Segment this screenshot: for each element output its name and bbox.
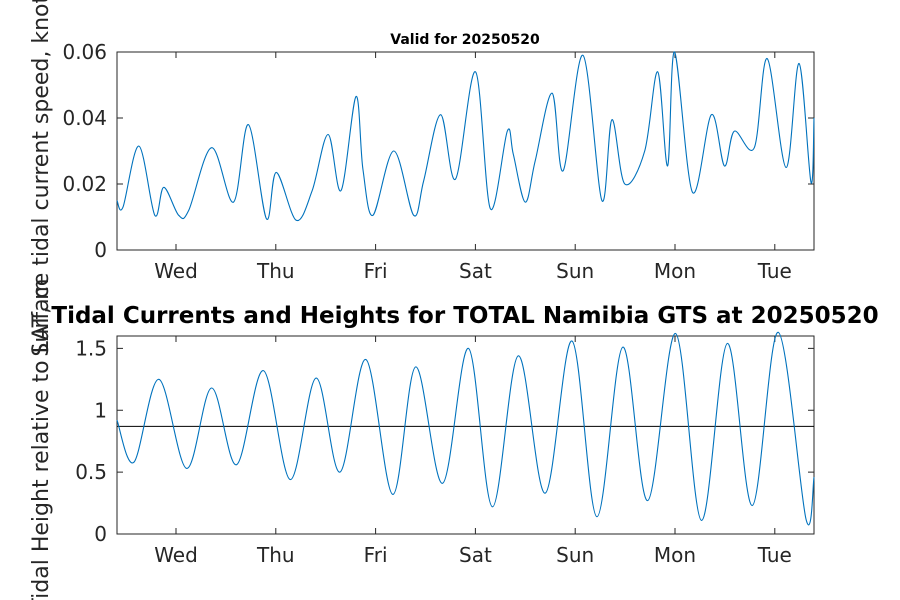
speed-x-tick-label: Tue (757, 259, 792, 283)
speed-plot-frame (116, 51, 815, 251)
speed-y-axis-label: Surface tidal current speed, knots (29, 0, 54, 357)
height-x-tick-label: Mon (654, 543, 696, 567)
height-y-tick-label: 1.5 (75, 336, 107, 360)
speed-x-tick-label: Fri (364, 259, 388, 283)
speed-x-tick-label: Mon (654, 259, 696, 283)
height-x-tick-label: Thu (256, 543, 295, 567)
height-plot-frame (116, 335, 815, 535)
height-axes: Tidal Currents and Heights for TOTAL Nam… (29, 278, 879, 600)
speed-chart-title: Valid for 20250520 (390, 32, 540, 48)
height-x-tick-label: Tue (757, 543, 792, 567)
speed-y-tick-label: 0.04 (62, 106, 107, 130)
speed-x-tick-label: Sat (459, 259, 492, 283)
height-x-tick-label: Sun (556, 543, 594, 567)
height-y-axis-label: Tidal Height relative to LAT, m (29, 278, 54, 600)
height-y-tick-label: 0 (94, 522, 107, 546)
speed-series-line (116, 51, 815, 222)
height-y-tick-label: 0.5 (75, 460, 107, 484)
speed-y-tick-label: 0.06 (62, 40, 107, 64)
height-series-line (116, 331, 815, 526)
speed-y-tick-label: 0 (94, 238, 107, 262)
height-x-tick-label: Wed (154, 543, 198, 567)
height-x-tick-label: Sat (459, 543, 492, 567)
speed-y-tick-label: 0.02 (62, 172, 107, 196)
height-chart-title: Tidal Currents and Heights for TOTAL Nam… (51, 303, 878, 329)
speed-x-tick-label: Thu (256, 259, 295, 283)
height-x-tick-label: Fri (364, 543, 388, 567)
speed-axes: Valid for 20250520 0 0.02 0.04 0.06 Wed Thu F… (29, 0, 815, 357)
height-y-tick-label: 1 (94, 398, 107, 422)
speed-x-tick-label: Sun (556, 259, 594, 283)
speed-x-tick-label: Wed (154, 259, 198, 283)
